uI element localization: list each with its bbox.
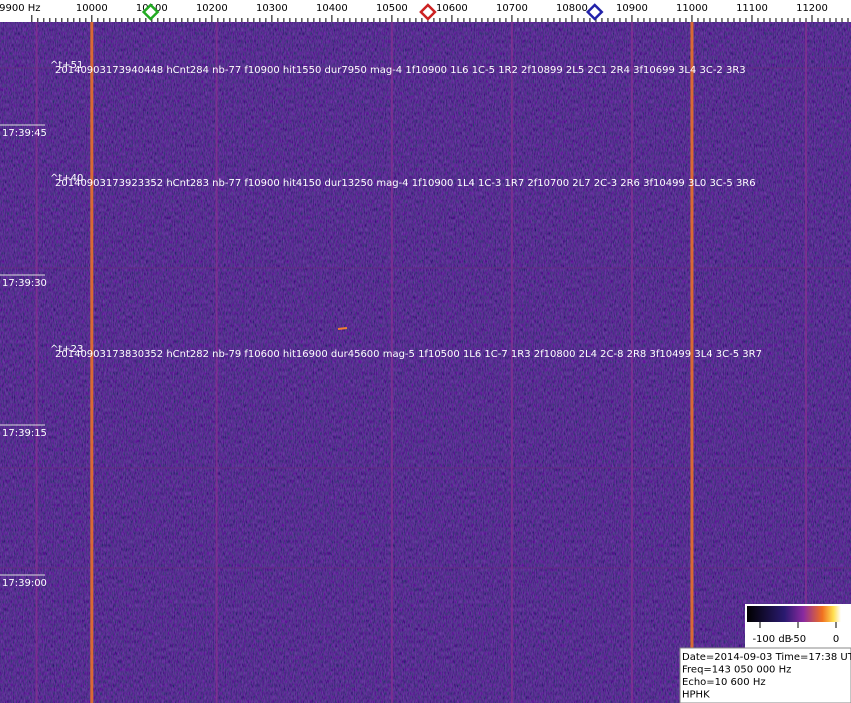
detection-tag: ^t+51 [50, 60, 83, 71]
x-tick-label: 10800 [556, 3, 588, 14]
x-tick-label: 10400 [316, 3, 348, 14]
info-line: Date=2014-09-03 Time=17:38 UTC [682, 652, 851, 663]
frequency-marker [141, 3, 160, 21]
colorbar-label: 0 [833, 634, 839, 645]
x-tick-label: 10200 [196, 3, 228, 14]
detection-text: 20140903173830352 hCnt282 nb-79 f10600 h… [55, 349, 762, 360]
frequency-marker [585, 3, 604, 21]
info-box [679, 647, 851, 703]
time-label: 17:39:00 [2, 578, 47, 589]
x-tick-label: 10700 [496, 3, 528, 14]
x-tick-label: 11200 [796, 3, 828, 14]
detection-text: 20140903173940448 hCnt284 nb-77 f10900 h… [55, 65, 746, 76]
x-tick-label: 10000 [76, 3, 108, 14]
x-tick-label: 9900 Hz [0, 3, 41, 14]
info-line: HPHK [682, 690, 710, 701]
detection-tag: ^t+40 [50, 173, 83, 184]
colorbar-label: -100 dB [752, 634, 791, 645]
x-tick-label: 11100 [736, 3, 768, 14]
horizontal-lines [0, 67, 851, 569]
detection-text: 20140903173923352 hCnt283 nb-77 f10900 h… [55, 178, 756, 189]
time-label: 17:39:45 [2, 128, 47, 139]
plot [35, 22, 807, 703]
colorbar [747, 606, 841, 622]
info-line: Freq=143 050 000 Hz [682, 665, 791, 676]
colorbar-label: -50 [790, 634, 806, 645]
time-label: 17:39:15 [2, 428, 47, 439]
frequency-marker [419, 3, 437, 21]
x-tick-label: 11000 [676, 3, 708, 14]
x-tick-label: 10500 [376, 3, 408, 14]
meteor-blip [337, 327, 348, 330]
info-line: Echo=10 600 Hz [682, 677, 766, 688]
x-tick-label: 10600 [436, 3, 468, 14]
noise [0, 22, 851, 703]
detection-tag: ^t+23 [50, 344, 83, 355]
time-label: 17:39:30 [2, 278, 47, 289]
x-tick-label: 10900 [616, 3, 648, 14]
x-tick-label: 10300 [256, 3, 288, 14]
